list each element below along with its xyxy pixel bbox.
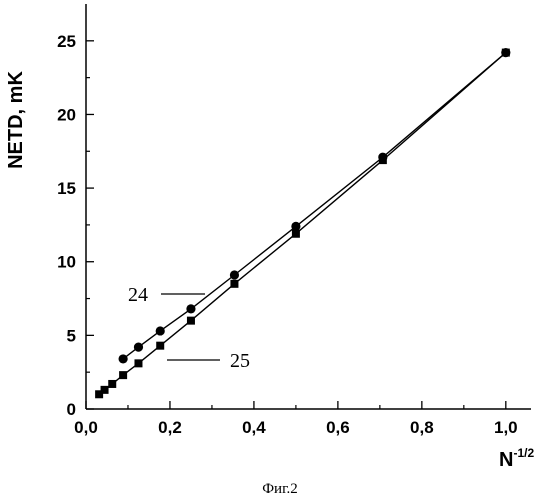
x-tick-label: 0,2: [158, 418, 182, 437]
y-tick-label: 25: [57, 32, 76, 51]
series-25-point: [379, 156, 387, 164]
series-25-point: [119, 371, 127, 379]
series-25-point: [134, 359, 142, 367]
series-points: [95, 48, 510, 398]
y-tick-label: 15: [57, 179, 76, 198]
x-tick-label: 0,0: [74, 418, 98, 437]
series-25-point: [101, 386, 109, 394]
y-tick-label: 10: [57, 253, 76, 272]
series-25-point: [108, 380, 116, 388]
x-axis-title: N-1/2: [499, 446, 534, 471]
y-tick-label: 20: [57, 105, 76, 124]
series-24-point: [119, 354, 128, 363]
series-24-point: [291, 222, 300, 231]
series-24-point: [186, 304, 195, 313]
figure-caption: Фиг.2: [262, 481, 298, 497]
series-25-point: [156, 342, 164, 350]
axes: [86, 4, 531, 409]
y-tick-label: 0: [67, 400, 76, 419]
series-25-point: [187, 317, 195, 325]
series-25-point: [502, 49, 510, 57]
series-25-label: 25: [230, 350, 250, 372]
y-tick-label: 5: [67, 326, 76, 345]
x-tick-label: 0,8: [410, 418, 434, 437]
x-axis-title-base: N: [499, 449, 513, 471]
series-24-point: [230, 270, 239, 279]
x-tick-label: 1,0: [494, 418, 518, 437]
series-25-point: [292, 230, 300, 238]
series-24-point: [156, 326, 165, 335]
series-25-point: [230, 280, 238, 288]
series-24-line: [123, 53, 506, 359]
series-24-label: 24: [128, 284, 148, 306]
x-tick-label: 0,4: [242, 418, 266, 437]
series-24-point: [134, 343, 143, 352]
x-tick-label: 0,6: [326, 418, 350, 437]
x-axis-title-superscript: -1/2: [513, 446, 534, 460]
y-axis-title: NETD, mK: [5, 71, 27, 169]
